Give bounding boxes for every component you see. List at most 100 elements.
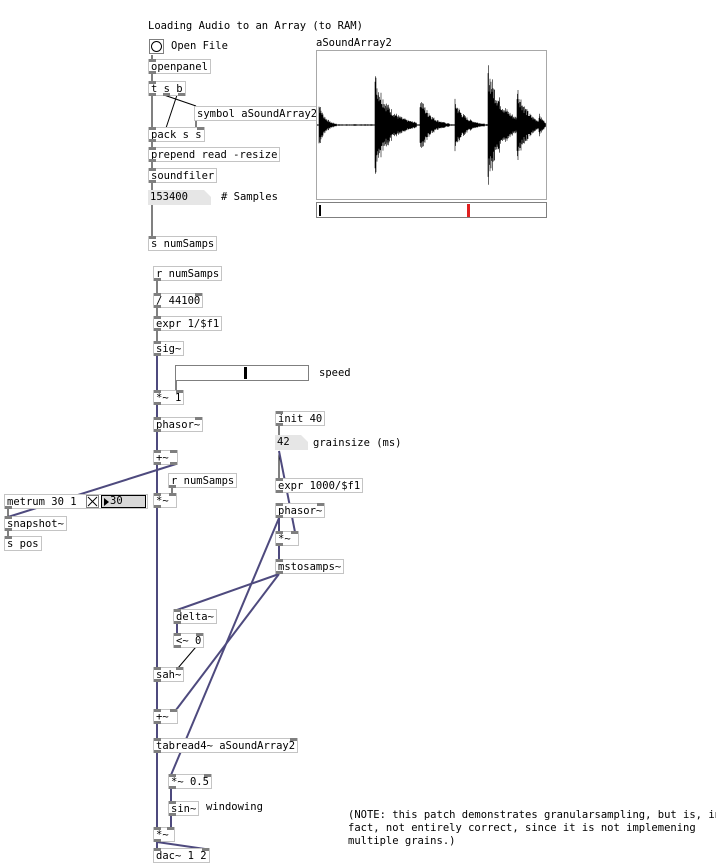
- outlet: [154, 328, 161, 331]
- speed-slider-knob: [244, 367, 247, 379]
- metro-interval-number-box[interactable]: 30: [101, 495, 146, 508]
- inlet: [154, 450, 161, 453]
- multiply-grain-text: *~: [278, 533, 291, 545]
- inlet: [167, 827, 174, 830]
- inlet: [195, 293, 203, 296]
- grainsize-number-box[interactable]: 42: [275, 435, 308, 450]
- inlet: [149, 147, 156, 150]
- multiply-speed-object[interactable]: *~ 1: [153, 390, 185, 405]
- dac-object[interactable]: dac~ 1 2: [153, 848, 210, 863]
- samples-number-box[interactable]: 153400: [148, 190, 211, 205]
- samples-label: # Samples: [221, 191, 278, 203]
- patch-title: Loading Audio to an Array (to RAM): [148, 20, 363, 32]
- add-offset-object[interactable]: +~: [153, 709, 178, 724]
- multiply-samples-object[interactable]: *~: [153, 493, 177, 508]
- playhead-slider[interactable]: [316, 202, 547, 218]
- add-signal-text: +~: [156, 452, 169, 464]
- symbol-message[interactable]: symbol aSoundArray2: [194, 106, 326, 121]
- pack-text: pack s s: [151, 129, 202, 141]
- multiply-half-object[interactable]: *~ 0.5: [168, 774, 212, 789]
- inlet: [5, 536, 12, 539]
- expr-reciprocal-object[interactable]: expr 1/$f1: [153, 316, 223, 331]
- metro-interval-value: 30: [110, 495, 123, 507]
- inlet: [149, 81, 156, 84]
- prepend-object[interactable]: prepend read -resize: [148, 147, 281, 162]
- outlet: [169, 786, 176, 789]
- divide-object[interactable]: / 44100: [153, 293, 204, 308]
- play-triangle-icon: [104, 498, 109, 506]
- openpanel-object[interactable]: openpanel: [148, 59, 211, 74]
- phasor-grain-text: phasor~: [278, 505, 323, 517]
- init-text: init 40: [278, 413, 323, 425]
- snapshot-text: snapshot~: [7, 518, 64, 530]
- outlet: [276, 543, 283, 546]
- symbol-message-text: symbol aSoundArray2: [197, 108, 318, 120]
- openpanel-text: openpanel: [151, 61, 208, 73]
- inlet: [290, 738, 298, 741]
- inlet: [154, 493, 161, 496]
- inlet: [169, 493, 176, 496]
- send-numsamps-object[interactable]: s numSamps: [148, 236, 218, 251]
- note-comment: (NOTE: this patch demonstrates granulars…: [348, 809, 716, 847]
- outlet: [154, 679, 161, 682]
- outlet: [276, 423, 283, 426]
- phasor-main-text: phasor~: [156, 419, 201, 431]
- inlet: [276, 559, 283, 562]
- receive-numsamps-object-2[interactable]: r numSamps: [168, 473, 238, 488]
- divide-text: / 44100: [156, 295, 201, 307]
- metro-toggle-checkbox[interactable]: [86, 495, 99, 508]
- outlet: [154, 353, 161, 356]
- expr-reciprocal-text: expr 1/$f1: [156, 318, 220, 330]
- outlet: [149, 139, 156, 142]
- send-numsamps-text: s numSamps: [151, 238, 215, 250]
- snapshot-object[interactable]: snapshot~: [4, 516, 67, 531]
- delta-object[interactable]: delta~: [173, 609, 217, 624]
- inlet: [317, 503, 325, 506]
- add-signal-object[interactable]: +~: [153, 450, 178, 465]
- inlet: [176, 390, 184, 393]
- init-object[interactable]: init 40: [275, 411, 326, 426]
- soundfiler-object[interactable]: soundfiler: [148, 168, 218, 183]
- outlet: [154, 278, 161, 281]
- sig-text: sig~: [156, 343, 182, 355]
- array-waveform-graph[interactable]: [316, 50, 547, 200]
- inlet: [203, 774, 211, 777]
- inlet: [195, 417, 203, 420]
- outlet: [5, 506, 12, 509]
- expr-ms-to-hz-object[interactable]: expr 1000/$f1: [275, 478, 364, 493]
- multiply-grain-object[interactable]: *~: [275, 531, 299, 546]
- phasor-grain-object[interactable]: phasor~: [275, 503, 326, 518]
- pack-object[interactable]: pack s s: [148, 127, 205, 142]
- speed-slider[interactable]: [175, 365, 309, 381]
- open-file-bang-button[interactable]: [149, 39, 164, 54]
- tabread-object[interactable]: tabread4~ aSoundArray2: [153, 738, 299, 753]
- inlet: [149, 168, 156, 171]
- inlet: [154, 709, 161, 712]
- mstosamps-object[interactable]: mstosamps~: [275, 559, 345, 574]
- trigger-object[interactable]: t s b: [148, 81, 186, 96]
- multiply-window-object[interactable]: *~: [153, 827, 175, 842]
- inlet: [169, 774, 176, 777]
- outlet: [154, 402, 161, 405]
- grainsize-label: grainsize (ms): [313, 437, 402, 449]
- outlet: [276, 490, 283, 493]
- sah-object[interactable]: sah~: [153, 667, 185, 682]
- receive-numsamps-text-2: r numSamps: [171, 475, 235, 487]
- receive-numsamps-object[interactable]: r numSamps: [153, 266, 223, 281]
- inlet: [169, 801, 176, 804]
- inlet: [291, 531, 298, 534]
- metrum-text: metrum 30 1: [7, 496, 77, 508]
- inlet: [170, 450, 177, 453]
- phasor-main-object[interactable]: phasor~: [153, 417, 204, 432]
- outlet: [154, 462, 161, 465]
- send-pos-object[interactable]: s pos: [4, 536, 42, 551]
- outlet: [149, 180, 156, 183]
- sin-object[interactable]: sin~: [168, 801, 200, 816]
- outlet: [174, 645, 181, 648]
- multiply-speed-text: *~ 1: [156, 392, 182, 404]
- trigger-text: t s b: [151, 83, 183, 95]
- sig-object[interactable]: sig~: [153, 341, 185, 356]
- less-than-object[interactable]: <~ 0: [173, 633, 205, 648]
- inlet: [196, 633, 204, 636]
